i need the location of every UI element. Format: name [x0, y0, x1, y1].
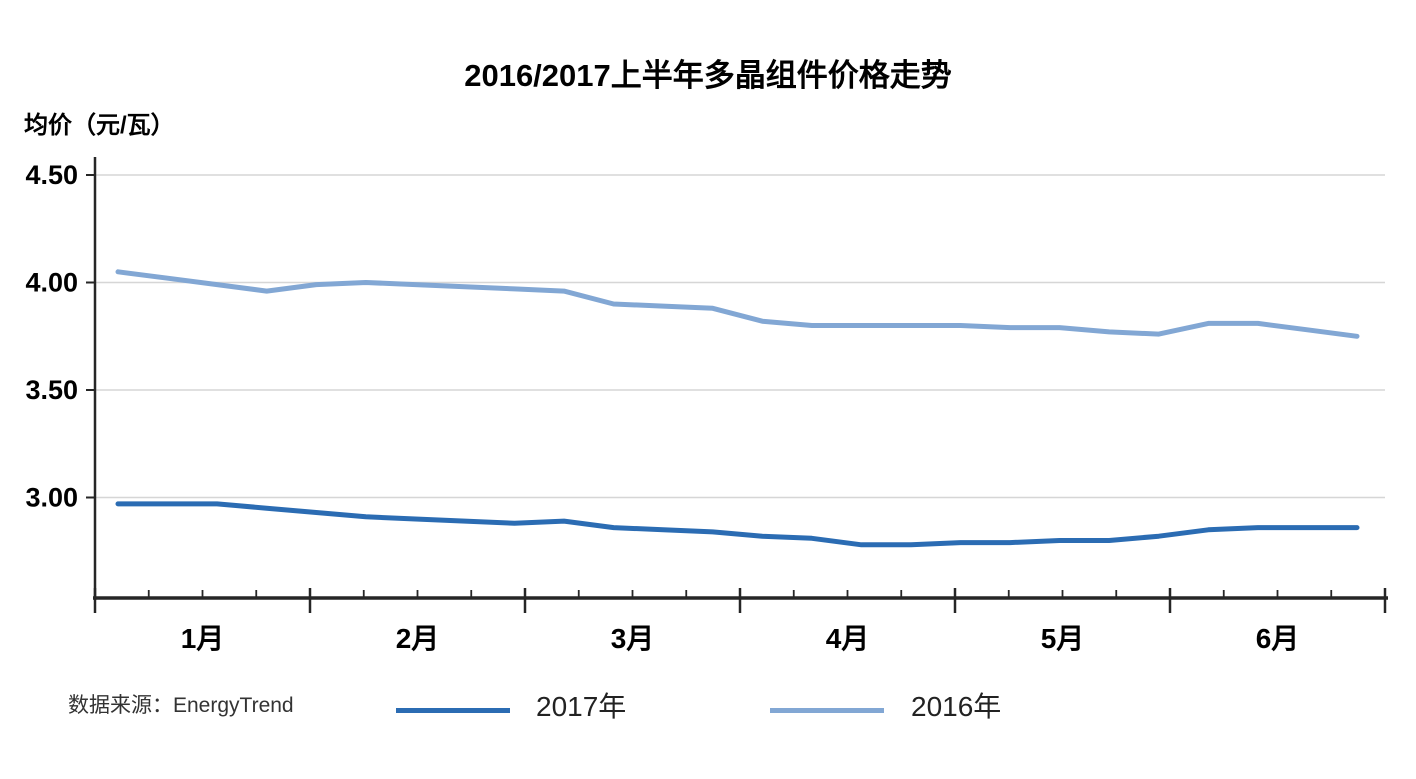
x-tick-label: 6月 — [1256, 623, 1300, 654]
y-tick-label: 3.00 — [25, 483, 78, 513]
y-tick-label: 3.50 — [25, 375, 78, 405]
price-trend-chart: 4.50 4.00 3.50 3.00 1月 2月 3月 4月 5月 6月 — [25, 157, 1388, 654]
legend-swatch-2017 — [396, 708, 510, 713]
source-label: 数据来源：EnergyTrend — [68, 694, 294, 717]
series-line-2017 — [115, 501, 1360, 548]
x-tick-label: 3月 — [611, 623, 655, 654]
x-tick-label: 4月 — [826, 623, 870, 654]
x-tick-label: 2月 — [396, 623, 440, 654]
x-tick-label: 1月 — [181, 623, 225, 654]
chart-title: 2016/2017上半年多晶组件价格走势 — [464, 58, 952, 93]
y-axis-title: 均价（元/瓦） — [24, 112, 175, 139]
y-tick-label: 4.00 — [25, 268, 78, 298]
series-line-2016 — [115, 269, 1360, 339]
legend-label-2016: 2016年 — [911, 691, 1002, 722]
y-tick-label: 4.50 — [25, 160, 78, 190]
legend-label-2017: 2017年 — [536, 691, 627, 722]
legend-swatch-2016 — [770, 708, 884, 713]
x-tick-label: 5月 — [1041, 623, 1085, 654]
